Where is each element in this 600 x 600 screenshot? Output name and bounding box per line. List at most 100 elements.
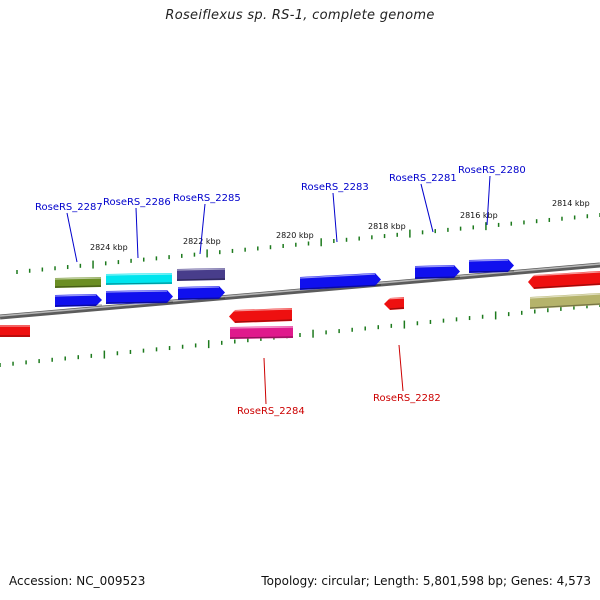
- tick-mark: [333, 239, 335, 244]
- tick-mark: [459, 226, 462, 231]
- tick-mark: [403, 320, 406, 329]
- tick-mark: [325, 330, 327, 335]
- tick-mark: [396, 232, 398, 237]
- tick-mark: [299, 333, 301, 337]
- tick-mark: [468, 316, 471, 321]
- tick-mark: [421, 230, 424, 235]
- tick-label: 2818 kbp: [368, 222, 406, 231]
- tick-mark: [25, 360, 27, 365]
- tick-mark: [206, 249, 208, 258]
- tick-mark: [295, 242, 297, 247]
- tick-mark: [510, 221, 513, 226]
- tick-mark: [338, 329, 340, 334]
- tick-mark: [244, 247, 246, 252]
- tick-mark: [447, 227, 449, 232]
- leader-line: [398, 344, 404, 392]
- tick-mark: [561, 216, 563, 221]
- tick-mark: [547, 308, 549, 313]
- tick-mark: [117, 260, 120, 265]
- tick-mark: [90, 353, 93, 358]
- gene-label[interactable]: RoseRS_2286: [103, 197, 171, 208]
- leader-line: [199, 203, 206, 255]
- gene-label[interactable]: RoseRS_2281: [389, 173, 457, 184]
- tick-mark: [193, 252, 196, 257]
- tick-mark: [231, 248, 234, 253]
- gene-arrow-2287: [54, 294, 103, 307]
- tick-mark: [168, 346, 171, 351]
- tick-mark: [77, 355, 80, 360]
- gene-label[interactable]: RoseRS_2280: [458, 165, 526, 176]
- gene-label[interactable]: RoseRS_2287: [35, 202, 103, 213]
- gene-arrow-2286: [105, 290, 174, 304]
- tick-mark: [507, 312, 510, 317]
- tick-mark: [312, 329, 314, 338]
- tick-mark: [92, 260, 94, 269]
- tick-mark: [481, 314, 484, 319]
- tick-mark: [345, 237, 348, 242]
- genome-summary-text: Topology: circular; Length: 5,801,598 bp…: [261, 574, 591, 588]
- tick-mark: [28, 268, 31, 273]
- tick-mark: [155, 256, 158, 261]
- tick-mark: [260, 336, 262, 341]
- tick-label: 2814 kbp: [552, 199, 590, 208]
- tick-mark: [247, 338, 249, 343]
- leader-line: [66, 212, 78, 263]
- gene-label[interactable]: RoseRS_2282: [373, 393, 441, 404]
- tick-mark: [54, 266, 56, 271]
- tick-mark: [194, 343, 197, 348]
- tick-label: 2824 kbp: [90, 243, 128, 252]
- cog-bar-2284: [229, 326, 294, 339]
- tick-mark: [104, 261, 107, 266]
- leader-line: [135, 207, 139, 259]
- tick-mark: [497, 222, 500, 227]
- tick-mark: [38, 359, 40, 364]
- tick-mark: [142, 257, 145, 262]
- tick-mark: [64, 356, 66, 361]
- gene-labels: RoseRS_2287 RoseRS_2286 RoseRS_2285 RoseRS_…: [35, 165, 526, 417]
- tick-mark: [455, 317, 458, 322]
- cog-bar-2287: [54, 277, 102, 288]
- tick-mark: [573, 215, 576, 220]
- tick-mark: [358, 236, 360, 241]
- tick-mark: [371, 235, 373, 240]
- tick-dots-upper: [16, 213, 600, 274]
- genome-backbone: [0, 262, 600, 320]
- gene-label[interactable]: RoseRS_2283: [301, 182, 369, 193]
- leader-line: [263, 357, 267, 405]
- tick-mark: [220, 340, 223, 345]
- tick-mark: [442, 318, 445, 323]
- accession-text: Accession: NC_009523: [9, 574, 146, 588]
- tick-label: 2820 kbp: [276, 231, 314, 240]
- tick-mark: [535, 219, 538, 224]
- tick-mark: [351, 327, 353, 332]
- gene-arrow-2281: [414, 265, 461, 279]
- tick-mark: [383, 234, 386, 239]
- gene-arrow-2280: [468, 259, 515, 273]
- gene-label[interactable]: RoseRS_2284: [237, 406, 305, 417]
- leader-line: [486, 175, 491, 226]
- tick-mark: [307, 241, 310, 246]
- tick-mark: [129, 349, 132, 354]
- tick-mark: [586, 214, 589, 219]
- tick-mark: [207, 340, 210, 349]
- gene-arrow-2284: [228, 308, 293, 323]
- tick-mark: [390, 323, 393, 328]
- tick-mark: [409, 229, 411, 238]
- tick-dots-lower: [0, 303, 600, 367]
- tick-mark: [130, 258, 132, 263]
- tick-mark: [234, 339, 236, 344]
- gene-label[interactable]: RoseRS_2285: [173, 193, 241, 204]
- tick-mark: [534, 309, 536, 314]
- tick-mark: [560, 306, 562, 311]
- tick-mark: [548, 217, 551, 222]
- tick-mark: [434, 229, 436, 234]
- tick-mark: [586, 304, 588, 309]
- tick-mark: [12, 361, 14, 366]
- tick-mark: [429, 319, 432, 324]
- label-leader-lines: [66, 175, 491, 405]
- tick-mark: [472, 225, 475, 230]
- tick-mark: [79, 263, 82, 268]
- gene-features: [0, 259, 600, 339]
- gene-arrow-2279: [527, 271, 600, 289]
